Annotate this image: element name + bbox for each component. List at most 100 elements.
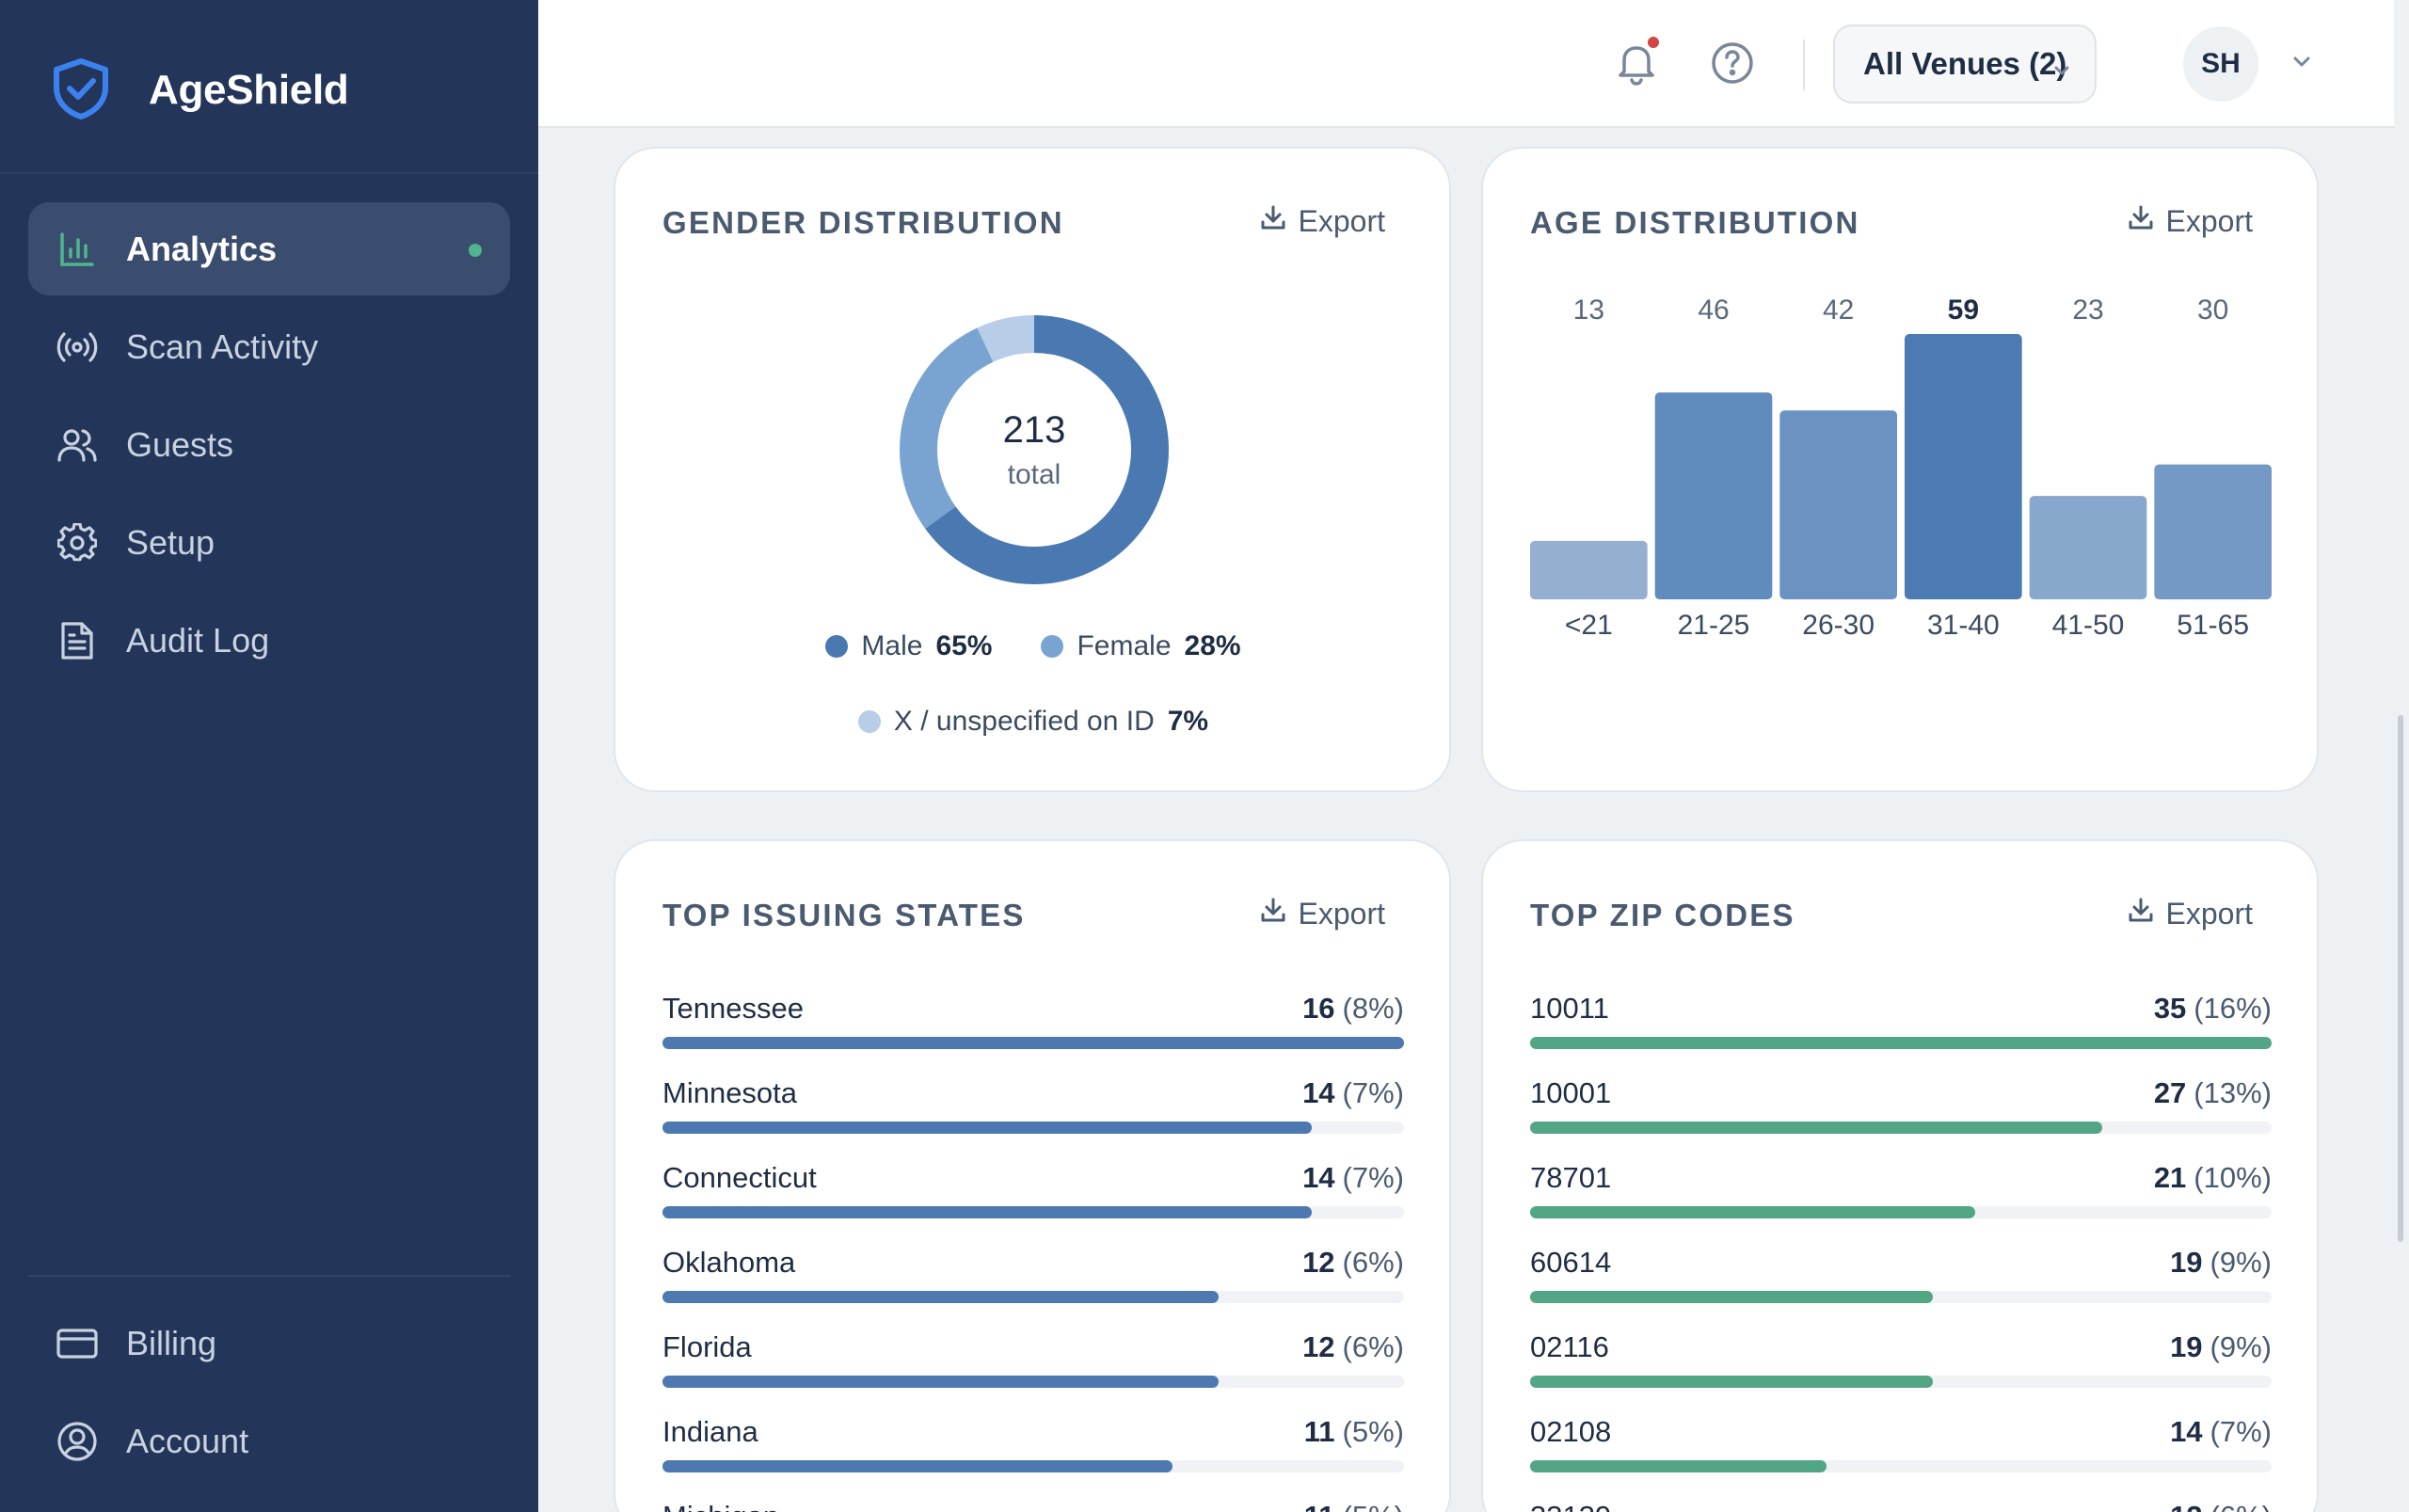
ranked-row: 60614 19 (9%) (1530, 1246, 2272, 1330)
ranked-row-count: 19 (2170, 1330, 2203, 1363)
age-category-label: 51-65 (2177, 610, 2249, 641)
sidebar-item-analytics[interactable]: Analytics (28, 202, 510, 295)
ranked-row-value: 21 (10%) (2154, 1161, 2272, 1195)
age-bar (1905, 334, 2022, 599)
legend-dot (857, 710, 881, 733)
sidebar-item-account[interactable]: Account (28, 1394, 510, 1488)
ranked-row-track (662, 1376, 1404, 1388)
ranked-row-bar (662, 1037, 1404, 1049)
ranked-row-count: 27 (2153, 1076, 2187, 1109)
legend-label: Female (1077, 630, 1172, 661)
sidebar-item-label: Billing (126, 1323, 217, 1362)
ranked-row-count: 12 (2170, 1500, 2202, 1512)
brand[interactable]: AgeShield (51, 56, 349, 124)
ranked-row-track (662, 1460, 1404, 1472)
age-bar (1654, 392, 1773, 599)
ranked-row-bar (662, 1291, 1219, 1303)
venue-selector[interactable]: All Venues (2) (1833, 24, 2097, 103)
ranked-row-bar (1530, 1291, 1933, 1303)
help-icon[interactable] (1709, 40, 1756, 87)
ranked-row-percent: (5%) (1342, 1415, 1404, 1448)
card-title: AGE DISTRIBUTION (1530, 205, 1860, 240)
legend-value: 7% (1167, 706, 1209, 737)
ranked-row-percent: (13%) (2194, 1076, 2272, 1109)
age-bar-value-label: 23 (2072, 294, 2103, 326)
notification-bell-icon[interactable] (1611, 38, 1662, 88)
avatar-initials: SH (2201, 48, 2241, 79)
export-label: Export (1298, 896, 1385, 931)
ranked-row-track (662, 1037, 1404, 1049)
ranked-row-bar (1530, 1376, 1933, 1388)
sidebar-item-guests[interactable]: Guests (28, 398, 510, 491)
export-button[interactable]: Export (1259, 896, 1385, 931)
legend-dot (825, 635, 849, 658)
sidebar-item-setup[interactable]: Setup (28, 496, 510, 589)
sidebar-item-scan-activity[interactable]: Scan Activity (28, 300, 510, 393)
ranked-row: Indiana 11 (5%) (662, 1415, 1404, 1500)
export-button[interactable]: Export (2127, 203, 2253, 239)
export-label: Export (2165, 896, 2253, 931)
ranked-row-count: 14 (1302, 1161, 1335, 1194)
ranked-row-value: 19 (9%) (2170, 1246, 2272, 1280)
ranked-row-track (1530, 1122, 2272, 1134)
users-icon (56, 424, 98, 466)
ranked-row-value: 12(6%) (1302, 1330, 1404, 1364)
ranked-row-label: Florida (662, 1330, 752, 1363)
sidebar-item-label: Scan Activity (126, 326, 319, 366)
ranked-row-label: 33139 (1530, 1500, 1611, 1512)
ranked-row: 02116 19 (9%) (1530, 1330, 2272, 1415)
ranked-row-percent: (7%) (1342, 1161, 1404, 1194)
ranked-row-percent: (5%) (1343, 1500, 1404, 1512)
ranked-row-label: Oklahoma (662, 1246, 796, 1279)
ranked-row-count: 14 (1302, 1076, 1335, 1109)
download-icon (2127, 203, 2155, 239)
gender-distribution-card: GENDER DISTRIBUTION Export 213 total Mal… (614, 147, 1451, 792)
ranked-row-label: Connecticut (662, 1161, 817, 1194)
ranked-row-percent: (16%) (2194, 992, 2272, 1025)
ranked-row-percent: (8%) (1342, 992, 1404, 1025)
ranked-row-bar (1530, 1206, 1975, 1218)
legend-item-female: Female 28% (1041, 630, 1241, 662)
ranked-row-label: Minnesota (662, 1076, 798, 1109)
ranked-row-count: 12 (1302, 1246, 1335, 1279)
donut-total-label: total (1007, 458, 1061, 490)
ranked-row-track (1530, 1037, 2272, 1049)
card-title: TOP ISSUING STATES (662, 898, 1026, 932)
user-avatar[interactable]: SH (2183, 26, 2258, 102)
ranked-row-track (662, 1206, 1404, 1218)
sidebar: AgeShield Analytics Scan Activity (0, 0, 538, 1512)
ranked-row-track (662, 1122, 1404, 1134)
scrollbar-thumb[interactable] (2398, 715, 2403, 1242)
legend-value: 28% (1184, 630, 1241, 661)
ranked-row-track (1530, 1291, 2272, 1303)
ranked-row-value: 16 (8%) (1302, 992, 1404, 1026)
ranked-row-count: 12 (1302, 1330, 1335, 1363)
user-circle-icon (56, 1421, 98, 1462)
broadcast-icon (56, 326, 98, 368)
export-button[interactable]: Export (2127, 896, 2253, 931)
ranked-row: 78701 21 (10%) (1530, 1161, 2272, 1246)
ranked-row-value: 14 (7%) (1302, 1076, 1404, 1110)
ranked-row-track (662, 1291, 1404, 1303)
ranked-row-value: 19 (9%) (2170, 1330, 2272, 1364)
ranked-row: 10001 27 (13%) (1530, 1076, 2272, 1161)
sidebar-item-billing[interactable]: Billing (28, 1297, 510, 1390)
document-icon (56, 620, 98, 661)
ranked-row-value: 12(6%) (1302, 1246, 1404, 1280)
chevron-down-icon[interactable] (2289, 49, 2315, 80)
ranked-row-label: Indiana (662, 1415, 758, 1448)
ranked-row: Connecticut 14 (7%) (662, 1161, 1404, 1246)
ranked-row-count: 11 (1303, 1415, 1335, 1448)
active-indicator (469, 244, 482, 257)
ranked-row-percent: (6%) (1342, 1246, 1404, 1279)
ranked-row: Minnesota 14 (7%) (662, 1076, 1404, 1161)
age-category-label: 41-50 (2052, 610, 2125, 641)
gender-legend-row: X / unspecified on ID 7% (615, 706, 1451, 738)
ranked-row-count: 21 (2153, 1161, 2187, 1194)
states-list: Tennessee 16 (8%) Minnesota 14 (7%) Connecticu… (662, 992, 1404, 1512)
download-icon (2127, 896, 2155, 931)
legend-label: X / unspecified on ID (893, 706, 1155, 737)
export-button[interactable]: Export (1259, 203, 1385, 239)
legend-item-male: Male 65% (825, 630, 992, 662)
sidebar-item-audit-log[interactable]: Audit Log (28, 594, 510, 687)
